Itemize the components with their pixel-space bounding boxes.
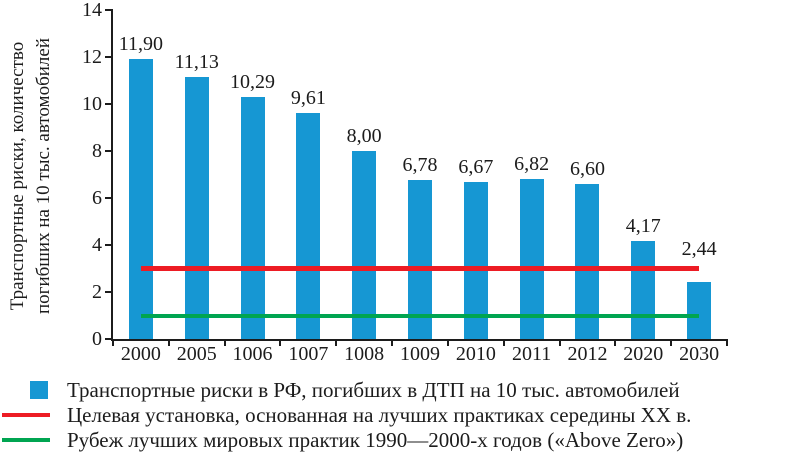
- legend-line-marker: [2, 437, 50, 442]
- bar-value-label: 6,67: [458, 156, 494, 179]
- legend-item: Транспортные риски в РФ, погибших в ДТП …: [0, 377, 792, 402]
- x-tick-mark: [167, 339, 170, 346]
- x-tick-mark: [279, 339, 282, 346]
- y-tick-label: 4: [92, 234, 102, 256]
- bar-value-label: 6,60: [569, 157, 605, 180]
- legend-item-label: Транспортные риски в РФ, погибших в ДТП …: [67, 377, 680, 402]
- y-tick-label: 2: [92, 281, 102, 303]
- x-category-label: 1008: [344, 343, 385, 365]
- bar-value-label: 9,61: [290, 87, 326, 110]
- y-tick-mark: [105, 244, 113, 246]
- x-tick-mark: [726, 339, 728, 346]
- x-category-label: 2011: [511, 343, 552, 365]
- x-tick-mark: [112, 339, 114, 346]
- x-category-label: 1007: [288, 343, 329, 365]
- bar: [352, 151, 377, 339]
- x-tick-mark: [614, 339, 617, 346]
- x-category-label: 1006: [232, 343, 273, 365]
- bar: [296, 113, 321, 339]
- bar: [408, 179, 432, 339]
- legend-item: Целевая установка, основанная на лучших …: [0, 402, 792, 427]
- y-tick-mark: [105, 197, 113, 199]
- bar-value-label: 10,29: [230, 71, 276, 94]
- bar-value-label: 11,90: [118, 33, 164, 56]
- x-tick-mark: [223, 339, 226, 346]
- bar-value-label: 2,44: [681, 237, 717, 260]
- legend-line-marker: [2, 412, 50, 417]
- bar-value-label: 6,78: [402, 153, 438, 176]
- bar: [519, 178, 544, 339]
- x-tick-mark: [391, 339, 394, 346]
- bar: [463, 182, 488, 339]
- y-tick-mark: [105, 9, 113, 11]
- legend-square-marker: [30, 380, 48, 399]
- x-axis-line: [111, 339, 727, 341]
- x-tick-mark: [558, 339, 561, 346]
- bar-value-label: 11,13: [174, 51, 219, 74]
- x-category-label: 2000: [120, 343, 161, 365]
- y-tick-mark: [105, 150, 113, 152]
- y-tick-label: 12: [82, 46, 102, 68]
- y-axis-title-line-1: Транспортные риски, количество: [7, 41, 28, 311]
- legend-marker-box: [0, 412, 58, 417]
- y-axis-title-line-2: погибших на 10 тыс. автомобилей: [33, 38, 54, 315]
- x-tick-mark: [446, 339, 449, 346]
- legend-marker-box: [0, 380, 58, 399]
- bar: [128, 59, 153, 339]
- x-category-label: 1009: [400, 343, 440, 365]
- legend-item-label: Рубеж лучших мировых практик 1990—2000-х…: [67, 427, 684, 452]
- bar-value-label: 8,00: [346, 125, 382, 147]
- y-axis-title: Транспортные риски, количество погибших …: [5, 0, 57, 356]
- y-tick-label: 0: [92, 328, 102, 350]
- bar: [184, 77, 209, 339]
- y-tick-label: 10: [82, 93, 102, 115]
- bar: [575, 183, 600, 339]
- y-tick-mark: [105, 56, 113, 58]
- x-tick-mark: [335, 339, 338, 346]
- above-zero-line: [140, 313, 700, 318]
- legend: Транспортные риски в РФ, погибших в ДТП …: [0, 377, 792, 452]
- legend-item-label: Целевая установка, основанная на лучших …: [67, 402, 692, 427]
- x-tick-mark: [502, 339, 505, 346]
- y-tick-mark: [105, 291, 113, 293]
- bar: [240, 97, 265, 339]
- x-tick-mark: [670, 339, 673, 346]
- target-line: [140, 266, 700, 271]
- x-category-label: 2010: [455, 343, 496, 365]
- bar: [687, 281, 712, 339]
- x-category-label: 2012: [567, 343, 608, 365]
- x-category-label: 2020: [623, 343, 664, 365]
- y-tick-label: 6: [92, 187, 102, 209]
- bar-value-label: 6,82: [514, 152, 550, 175]
- y-tick-mark: [105, 338, 113, 340]
- x-category-label: 2005: [176, 343, 217, 365]
- y-tick-mark: [105, 103, 113, 105]
- bar-value-label: 4,17: [625, 215, 661, 237]
- y-axis-line: [111, 10, 113, 341]
- x-category-label: 2030: [679, 343, 720, 365]
- y-tick-label: 14: [82, 0, 102, 21]
- y-tick-label: 8: [92, 140, 102, 162]
- bar: [631, 241, 656, 339]
- legend-marker-box: [0, 437, 58, 442]
- legend-item: Рубеж лучших мировых практик 1990—2000-х…: [0, 427, 792, 452]
